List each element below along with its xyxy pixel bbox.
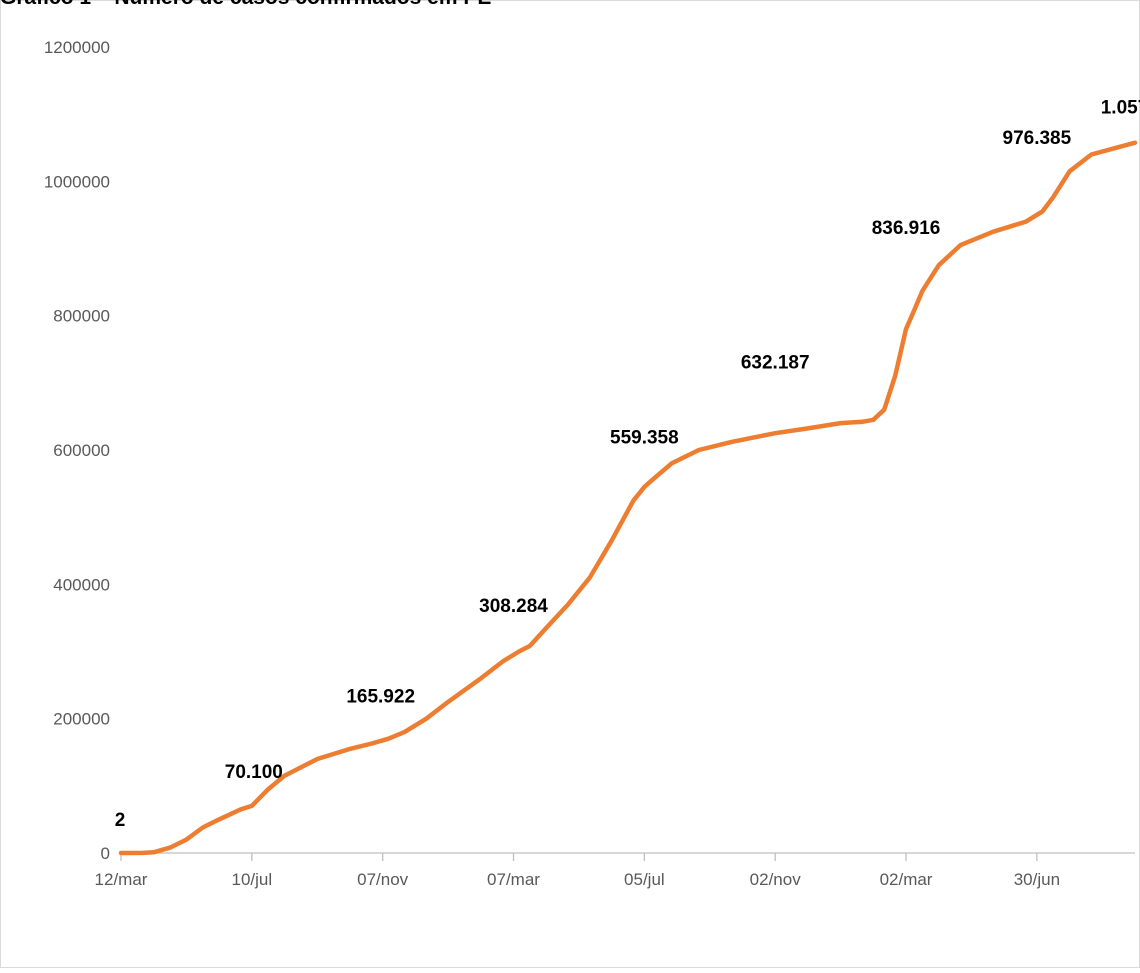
data-label: 165.922 xyxy=(346,687,415,708)
x-tick-label: 07/nov xyxy=(357,870,409,889)
data-label: 308.284 xyxy=(479,596,548,617)
data-label: 976.385 xyxy=(1003,128,1072,149)
y-tick-label: 1200000 xyxy=(44,38,110,57)
x-tick-label: 07/mar xyxy=(487,870,540,889)
y-tick-label: 600000 xyxy=(53,441,110,460)
data-label: 559.358 xyxy=(610,427,679,448)
y-tick-label: 1000000 xyxy=(44,172,110,191)
x-tick-label: 12/mar xyxy=(95,870,148,889)
data-label: 1.057.540 xyxy=(1101,98,1140,119)
x-tick-label: 05/jul xyxy=(624,870,665,889)
x-tick-label: 30/jun xyxy=(1014,870,1060,889)
data-label: 632.187 xyxy=(741,352,810,373)
y-tick-label: 800000 xyxy=(53,307,110,326)
y-tick-label: 200000 xyxy=(53,710,110,729)
data-label: 70.100 xyxy=(225,762,283,783)
data-label: 2 xyxy=(115,810,126,831)
x-tick-label: 02/mar xyxy=(880,870,933,889)
y-tick-label: 400000 xyxy=(53,575,110,594)
y-tick-label: 0 xyxy=(101,844,110,863)
x-tick-label: 10/jul xyxy=(232,870,273,889)
data-label: 836.916 xyxy=(872,218,941,239)
series-line xyxy=(118,140,1138,856)
x-tick-label: 02/nov xyxy=(750,870,802,889)
chart-title: Gráfico 1 – Número de casos confirmados … xyxy=(0,0,491,10)
